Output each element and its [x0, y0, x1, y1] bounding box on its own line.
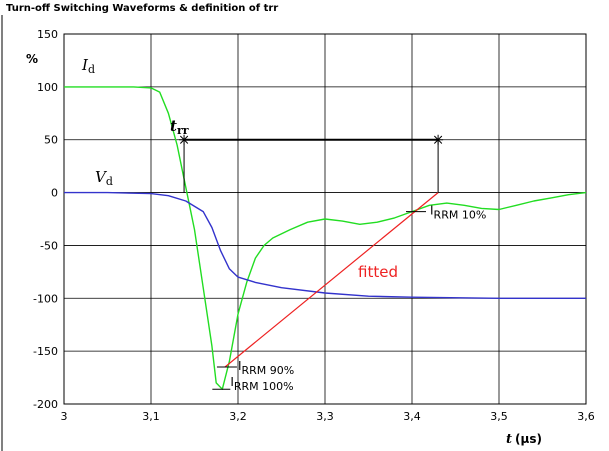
trr-end-star-marker [433, 134, 444, 145]
fitted-label: fitted [358, 263, 398, 281]
x-axis-label: t (µs) [506, 432, 542, 447]
y-tick-label: 100 [37, 81, 58, 94]
x-tick-label: 3,2 [229, 410, 247, 423]
series-vd-line [64, 191, 586, 299]
trr-start-star-marker [179, 134, 190, 145]
irrm90-label: IRRM 90% [238, 359, 294, 377]
y-axis-label: % [26, 52, 38, 66]
x-tick-label: 3,4 [403, 410, 421, 423]
trr-label: trr [170, 117, 189, 137]
y-tick-label: -50 [40, 239, 58, 252]
x-tick-label: 3,6 [577, 410, 595, 423]
series-fitted-line [224, 192, 439, 368]
y-tick-label: 150 [37, 28, 58, 41]
annotation-layer: Id Vd trr fitted IRRM 10% IRRM 90%IRRM 100% [81, 56, 486, 393]
y-tick-label: -100 [33, 292, 58, 305]
irrm10-label: IRRM 10% [430, 204, 486, 222]
id-label: Id [81, 56, 95, 76]
x-axis-label-unit: (µs) [515, 432, 542, 446]
y-tick-label: 0 [51, 187, 58, 200]
y-tick-label: -150 [33, 345, 58, 358]
y-tick-label: 50 [44, 134, 58, 147]
x-tick-label: 3,1 [142, 410, 160, 423]
irrm100-label: IRRM 100% [230, 375, 293, 393]
x-axis-label-var: t [506, 432, 512, 447]
x-tick-label: 3,5 [490, 410, 508, 423]
series-id-line [64, 86, 587, 390]
x-tick-label: 3 [61, 410, 68, 423]
x-tick-label: 3,3 [316, 410, 334, 423]
y-tick-label: -200 [33, 398, 58, 411]
series-layer [64, 86, 587, 390]
plot-area-frame [63, 33, 587, 405]
vd-label: Vd [95, 168, 113, 188]
chart-title: Turn-off Switching Waveforms & definitio… [6, 3, 278, 14]
